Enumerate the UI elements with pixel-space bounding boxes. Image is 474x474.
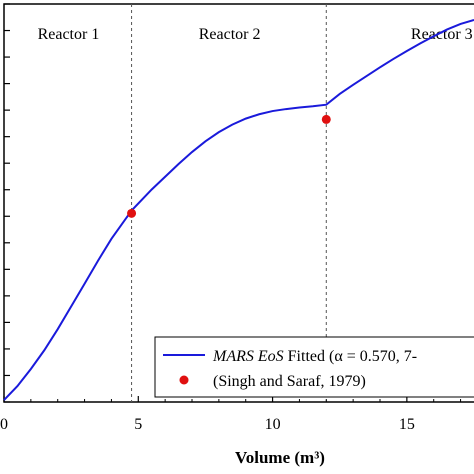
- legend-entry-mars-eos: MARS EoS Fitted (α = 0.570, 7-: [212, 348, 417, 365]
- x-tick-label: 15: [399, 416, 415, 433]
- x-axis-ticks: 0 5 10 15: [0, 396, 462, 433]
- reactor-label: Reactor 3: [411, 26, 473, 43]
- reactor-labels: Reactor 1 Reactor 2 Reactor 3: [38, 26, 473, 43]
- x-tick-label: 10: [265, 416, 281, 433]
- x-tick-label: 5: [134, 416, 142, 433]
- series-layer: [3, 18, 474, 401]
- x-axis-title: Volume (m³): [235, 448, 325, 467]
- reactor-label: Reactor 2: [199, 26, 261, 43]
- plot-area: [3, 3, 474, 403]
- data-point: [127, 208, 137, 218]
- legend-entry-italic: MARS EoS: [212, 348, 284, 365]
- x-tick-label: 0: [0, 416, 8, 433]
- y-axis-ticks: [4, 3, 10, 403]
- reactor-label: Reactor 1: [38, 26, 100, 43]
- series-line-mars-eos: [3, 18, 474, 401]
- legend-entry-rest: Fitted (α = 0.570, 7-: [284, 348, 417, 365]
- chart-frame: [3, 3, 474, 403]
- legend: MARS EoS Fitted (α = 0.570, 7- (Singh and…: [154, 336, 474, 398]
- legend-entry-singh-saraf: (Singh and Saraf, 1979): [213, 373, 366, 390]
- reactor-boundaries: [131, 4, 327, 402]
- legend-box: [154, 336, 474, 398]
- data-point: [321, 114, 331, 124]
- legend-marker-swatch: [179, 375, 189, 385]
